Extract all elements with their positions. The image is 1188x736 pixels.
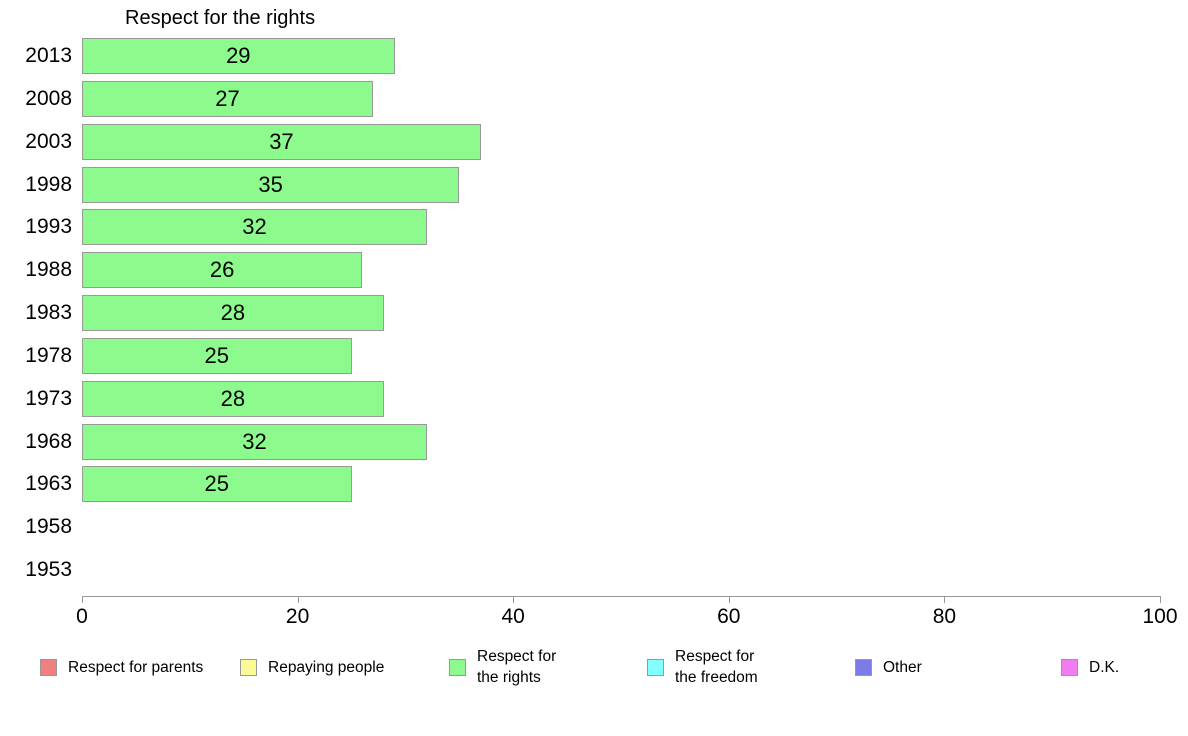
legend-swatch-icon	[855, 658, 872, 676]
year-label: 1953	[25, 558, 72, 581]
bar: 32	[82, 423, 427, 460]
chart-title: Respect for the rights	[125, 7, 316, 29]
bar-row: 2008 27	[0, 80, 1188, 117]
axis-tick-label: 60	[717, 605, 741, 628]
year-label: 1968	[25, 429, 72, 453]
bar-value-label: 27	[215, 85, 240, 111]
bar-value-label: 28	[220, 300, 246, 325]
legend-label: Respect for the rights	[477, 648, 557, 686]
legend-swatch-icon	[647, 658, 664, 676]
axis-tick-label: 20	[285, 605, 310, 628]
axis-tick	[297, 596, 299, 603]
legend-label: Other	[883, 658, 922, 676]
legend-swatch-icon	[449, 658, 466, 676]
year-label: 1983	[25, 301, 72, 324]
bar-value-label: 26	[209, 257, 235, 283]
bar: 28	[82, 380, 384, 417]
bar-row: 1998 35	[0, 166, 1188, 203]
legend-item: Respect for the freedom	[647, 645, 758, 689]
bar-row: 1993 32	[0, 209, 1188, 246]
bar: 32	[82, 209, 427, 246]
bar: 28	[82, 295, 384, 331]
legend-label: D.K.	[1089, 658, 1120, 676]
bar-row: 1963 25	[0, 466, 1188, 503]
axis-tick	[1160, 596, 1161, 603]
bar: 25	[82, 337, 352, 374]
bar: 29	[82, 38, 395, 74]
bar-row: 1983 28	[0, 295, 1188, 331]
year-label: 1963	[25, 472, 72, 496]
bar-row: 1978 25	[0, 337, 1188, 374]
axis-tick-label: 40	[501, 605, 525, 628]
bar: 27	[82, 80, 374, 117]
bar: 25	[82, 466, 352, 503]
axis-tick-label: 100	[1142, 605, 1178, 628]
bar: 37	[82, 123, 481, 160]
bar-value-label: 25	[204, 471, 229, 497]
year-label: 2008	[25, 86, 72, 110]
axis-tick	[82, 596, 83, 603]
bar: 26	[82, 252, 363, 289]
bar-value-label: 32	[242, 428, 267, 454]
legend-swatch-icon	[240, 658, 257, 676]
year-label: 1988	[25, 258, 72, 282]
year-label: 1998	[25, 172, 72, 196]
axis-tick	[944, 596, 946, 603]
bar-row: 1988 26	[0, 252, 1188, 289]
bar-row: 2013 29	[0, 38, 1188, 74]
year-label: 2003	[25, 129, 72, 153]
bar-row: 1968 32	[0, 423, 1188, 460]
axis-tick	[728, 596, 730, 603]
bar-value-label: 37	[269, 128, 294, 154]
bar-row: 1958	[0, 509, 1188, 545]
legend-swatch-icon	[40, 658, 57, 676]
bar-row: 2003 37	[0, 123, 1188, 160]
bar-value-label: 35	[258, 171, 283, 197]
legend-label: Respect for the freedom	[675, 648, 758, 686]
year-label: 2013	[25, 44, 72, 67]
bar: 35	[82, 166, 460, 203]
year-label: 1993	[25, 215, 72, 239]
bar-value-label: 28	[220, 385, 246, 411]
legend-item: Other	[855, 645, 922, 689]
bar-value-label: 25	[204, 342, 229, 368]
bar-value-label: 32	[242, 214, 267, 240]
x-axis-line	[82, 596, 1161, 597]
legend-item: Respect for parents	[40, 645, 203, 689]
legend-item: Respect for the rights	[449, 645, 556, 689]
bar-row: 1973 28	[0, 380, 1188, 417]
legend-swatch-icon	[1061, 658, 1078, 676]
bar-value-label: 29	[226, 43, 251, 68]
legend-label: Repaying people	[268, 658, 385, 676]
year-label: 1958	[25, 515, 72, 539]
axis-tick-label: 0	[76, 605, 88, 628]
legend-item: D.K.	[1061, 645, 1119, 689]
year-label: 1978	[25, 343, 72, 367]
axis-tick	[513, 596, 515, 603]
legend-label: Respect for parents	[68, 658, 204, 676]
axis-tick-label: 80	[932, 605, 957, 628]
legend-item: Repaying people	[240, 645, 384, 689]
bar-row: 1953	[0, 552, 1188, 588]
year-label: 1973	[25, 386, 72, 410]
